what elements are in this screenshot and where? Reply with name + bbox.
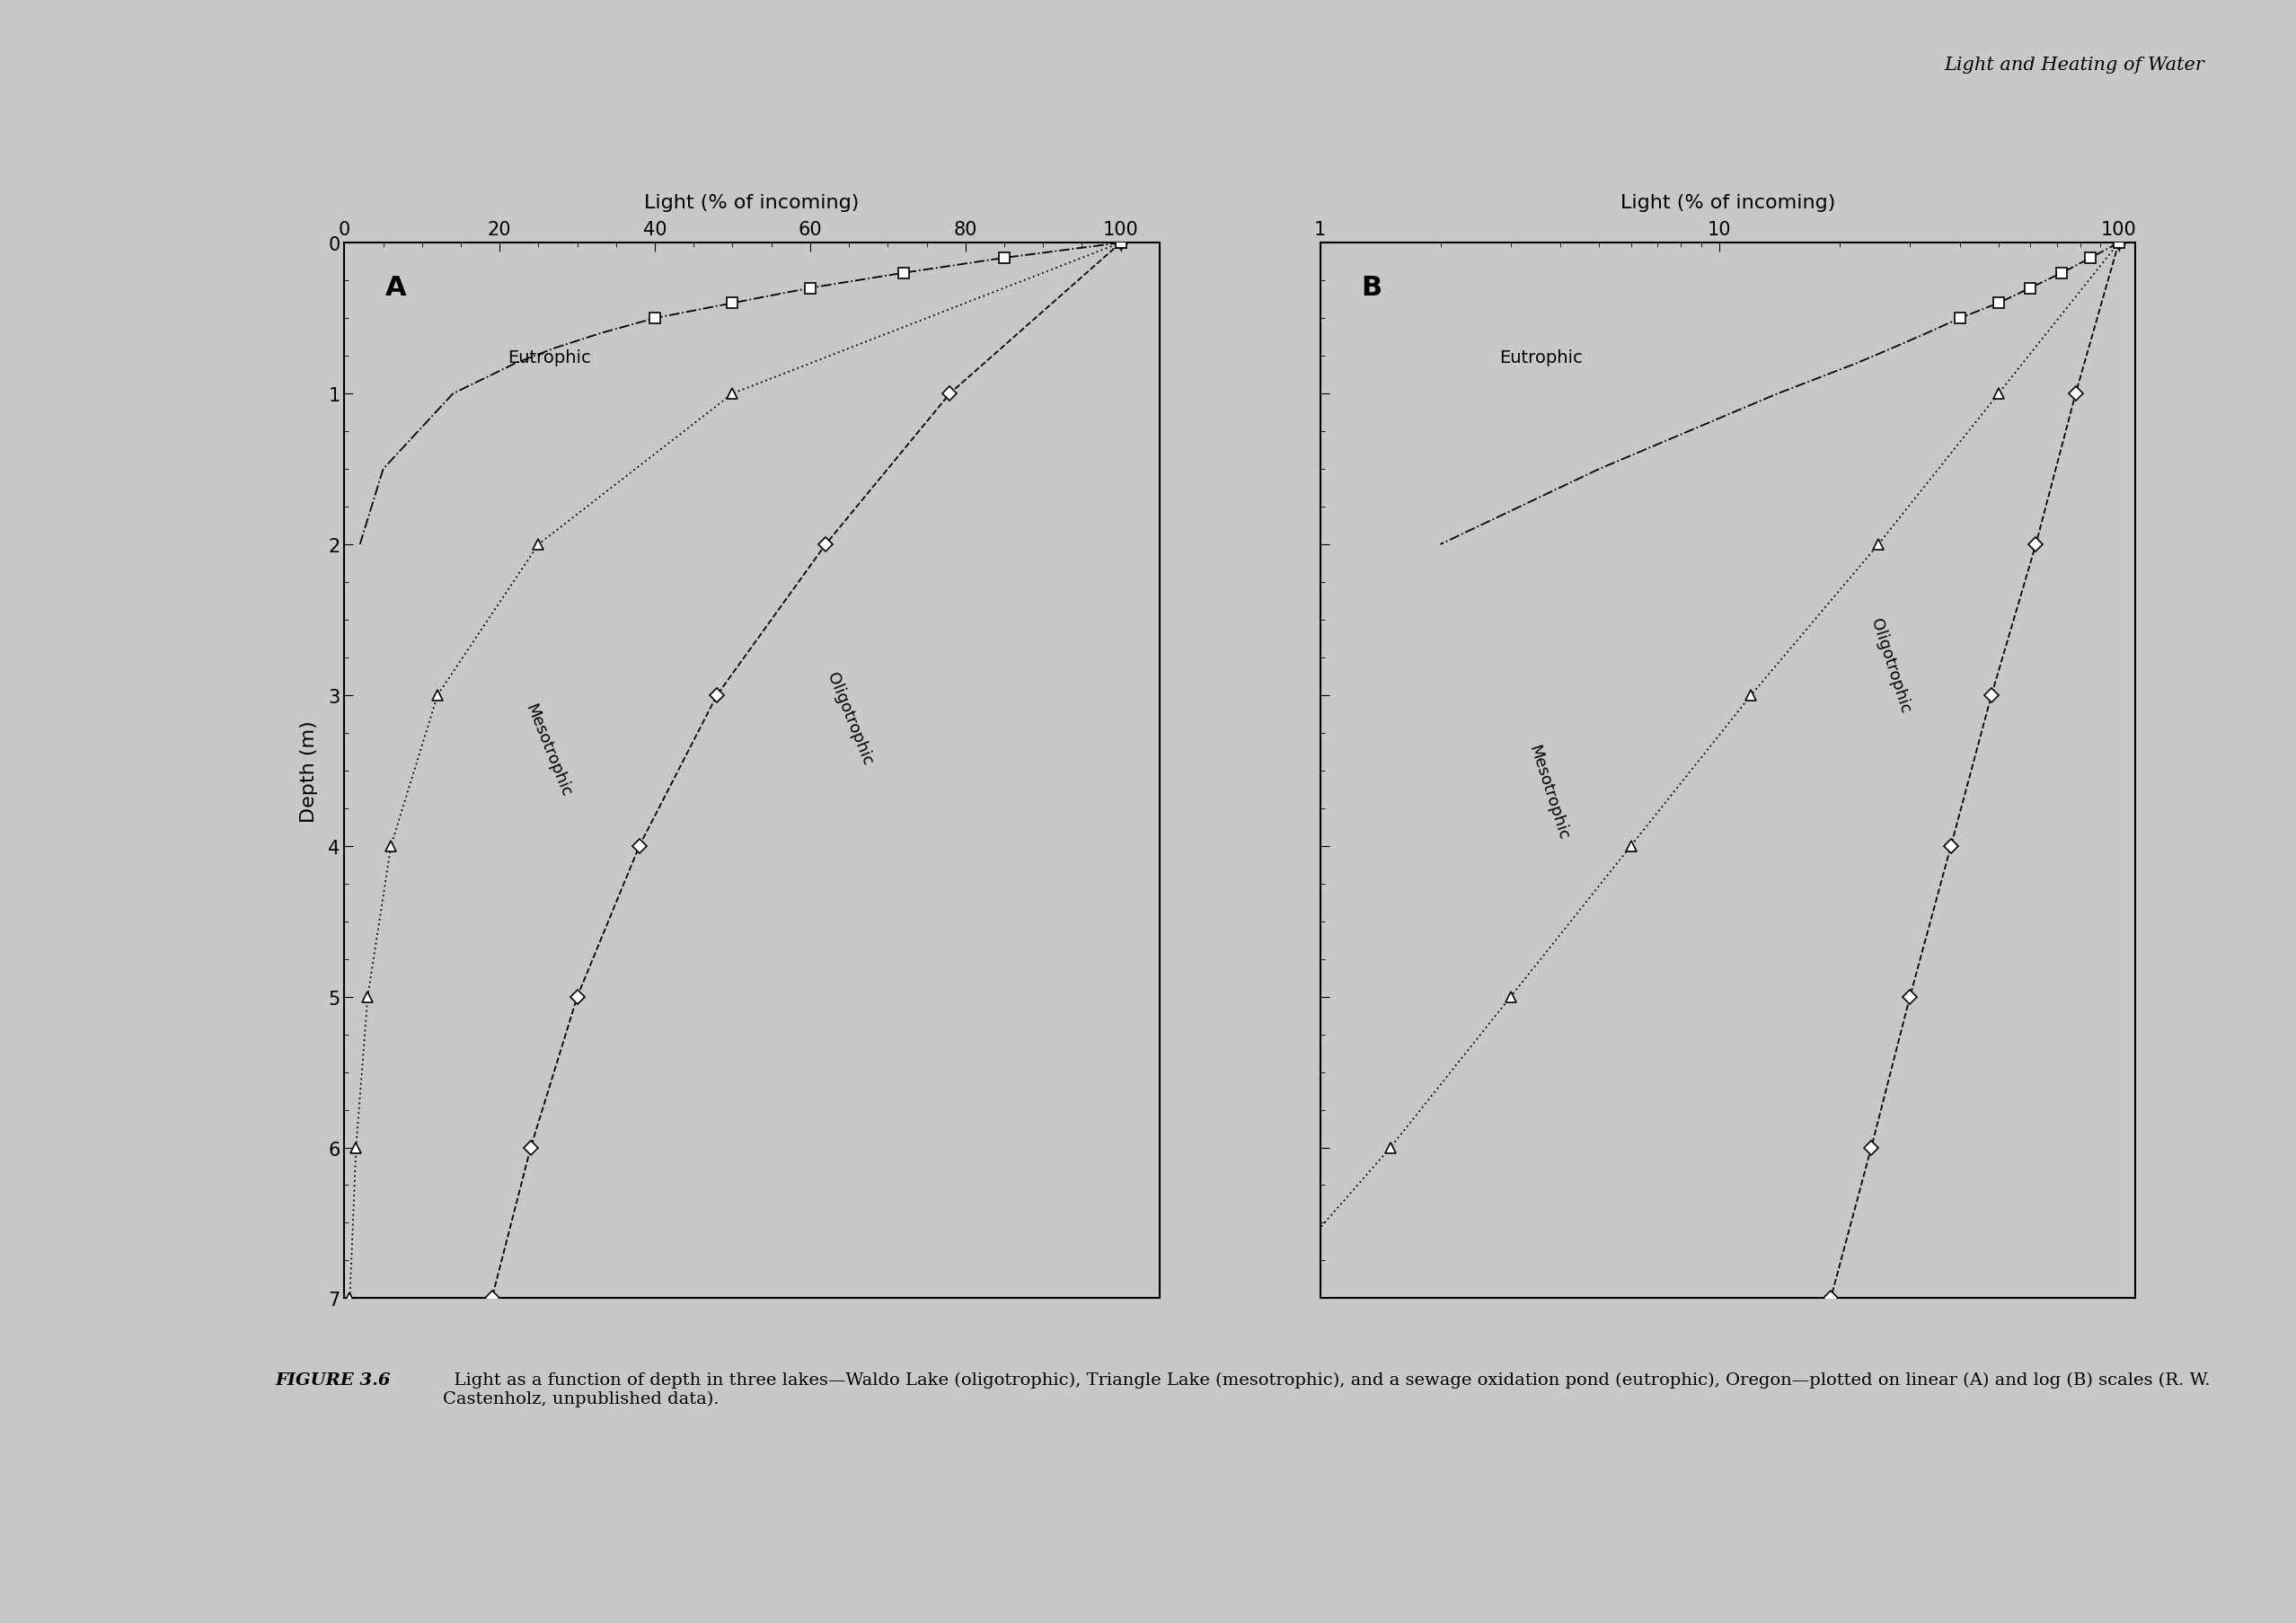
Y-axis label: Depth (m): Depth (m): [301, 721, 319, 821]
Text: Eutrophic: Eutrophic: [1499, 349, 1582, 367]
Text: A: A: [386, 274, 406, 302]
Text: Mesotrophic: Mesotrophic: [1525, 743, 1570, 841]
Text: Mesotrophic: Mesotrophic: [521, 701, 574, 799]
Text: Oligotrophic: Oligotrophic: [1869, 617, 1913, 714]
Text: B: B: [1362, 274, 1382, 302]
Text: Oligotrophic: Oligotrophic: [824, 669, 875, 768]
Title: Light (% of incoming): Light (% of incoming): [645, 195, 859, 213]
Text: FIGURE 3.6: FIGURE 3.6: [276, 1371, 390, 1388]
Text: Eutrophic: Eutrophic: [507, 349, 590, 367]
Text: Light as a function of depth in three lakes—Waldo Lake (oligotrophic), Triangle : Light as a function of depth in three la…: [443, 1371, 2211, 1407]
Title: Light (% of incoming): Light (% of incoming): [1621, 195, 1835, 213]
Text: Light and Heating of Water: Light and Heating of Water: [1945, 57, 2204, 75]
